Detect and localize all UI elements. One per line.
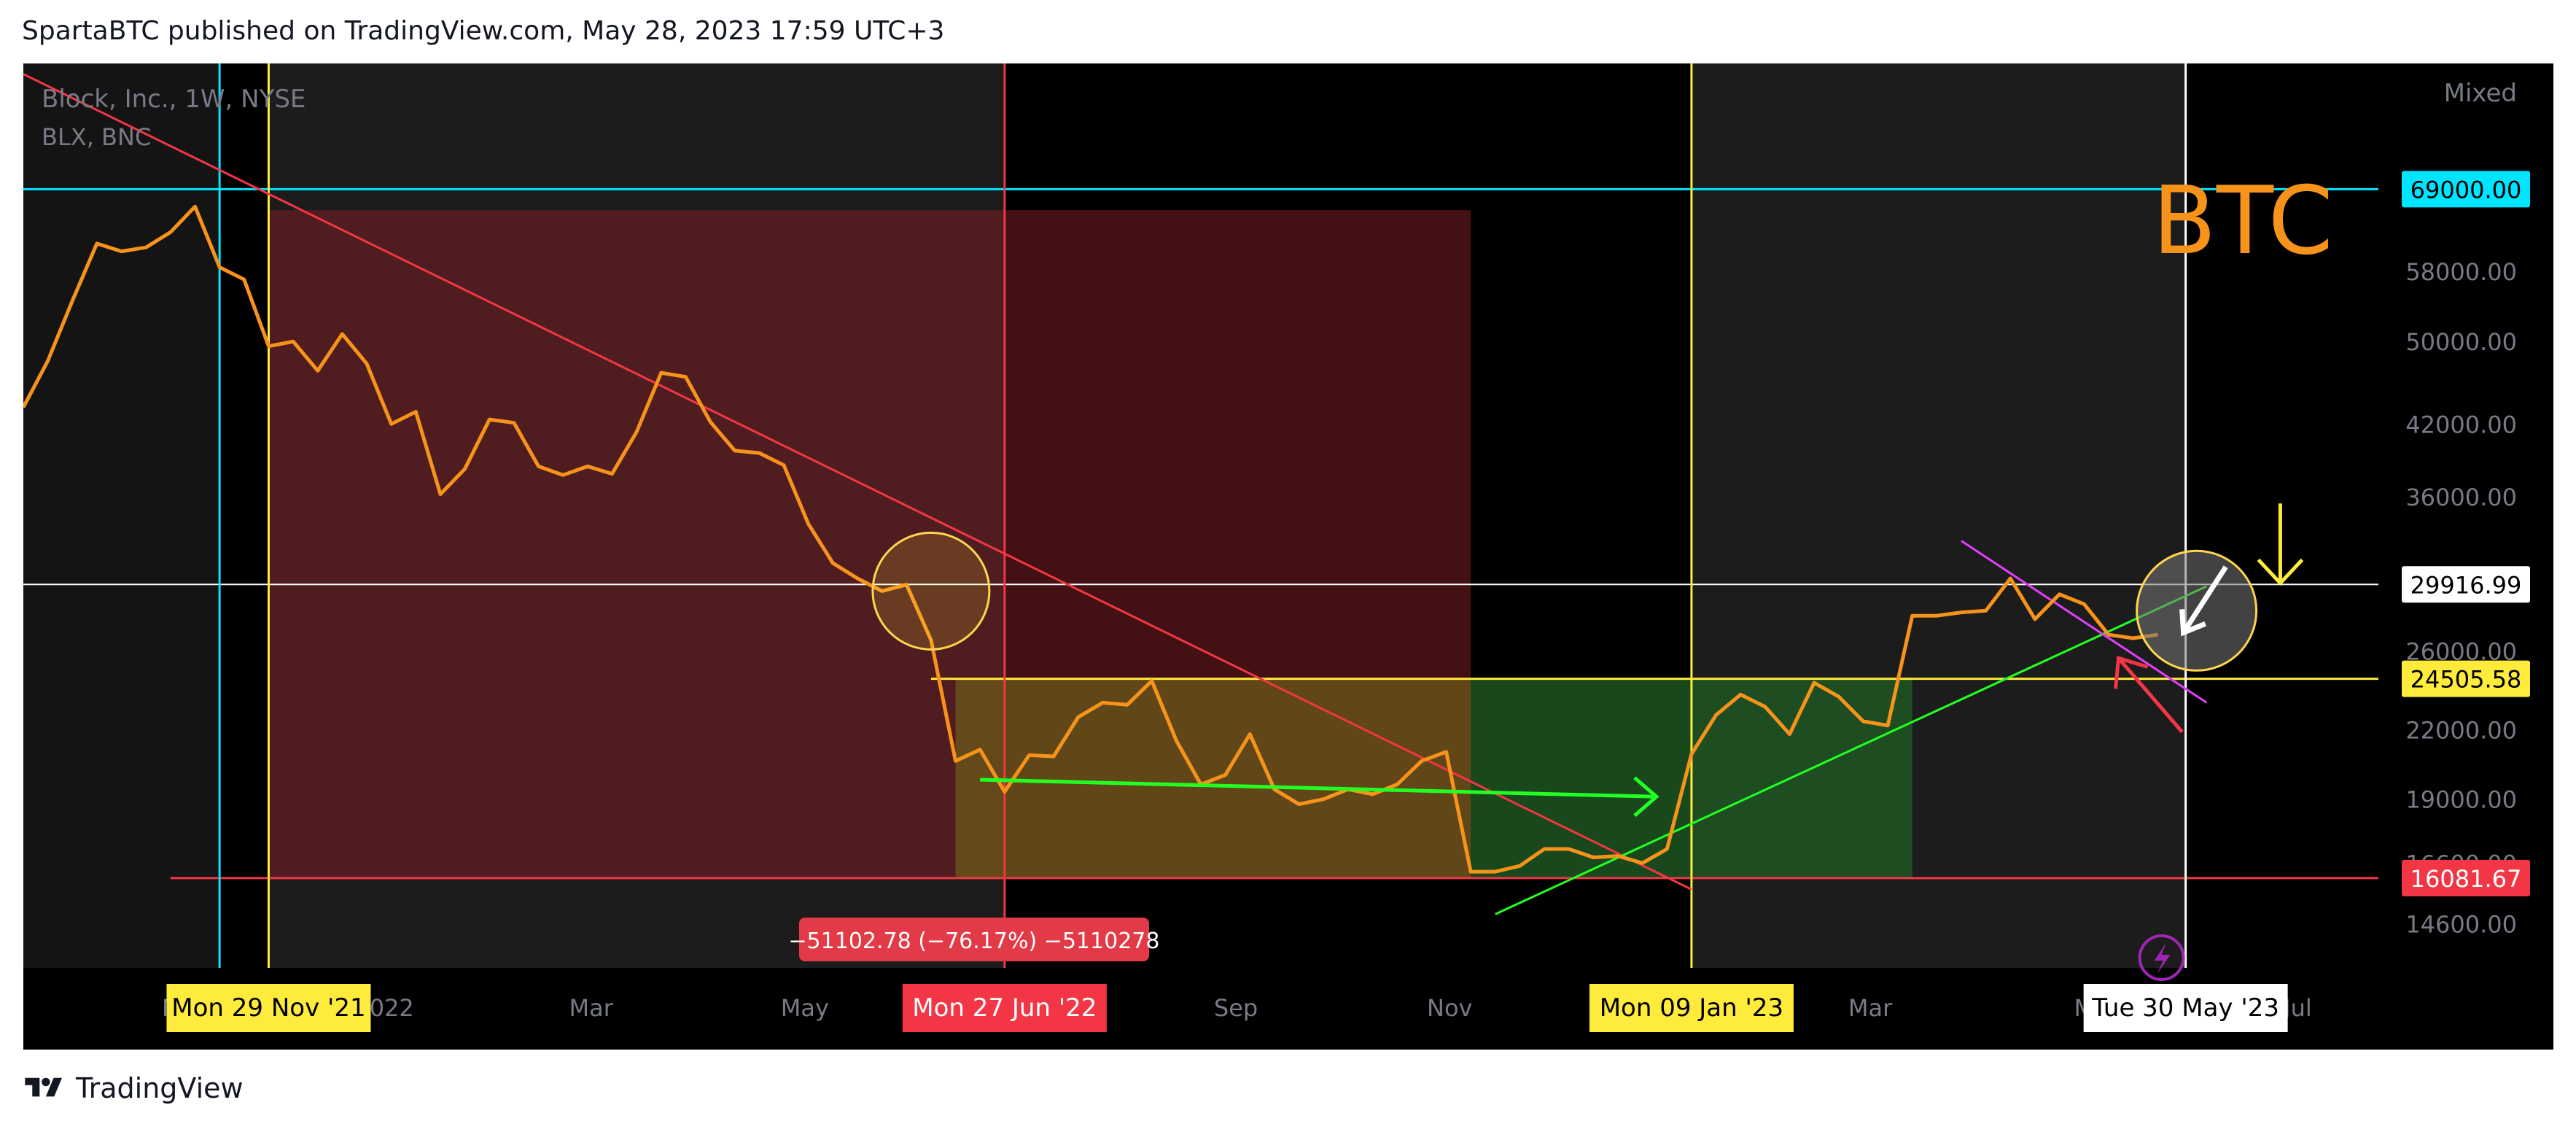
- scale-mode-label: Mixed: [2444, 79, 2517, 108]
- measure-label: −51102.78 (−76.17%) −5110278: [788, 929, 1159, 954]
- x-tick-label: Mar: [1848, 994, 1893, 1022]
- downtrend-line: [23, 73, 1692, 891]
- arrow-head-icon: [1633, 776, 1659, 818]
- breakdown-circle: [871, 531, 991, 651]
- lightning-icon: [2138, 934, 2185, 981]
- chart-frame[interactable]: Block, Inc., 1W, NYSE BLX, BNC BTC −51102.7…: [23, 63, 2553, 1050]
- date-label-box: [1589, 984, 1794, 1032]
- uptrend-line: [1495, 585, 2208, 915]
- y-tick-label: 36000.00: [2405, 484, 2517, 511]
- y-tick-label: 50000.00: [2405, 328, 2517, 356]
- price-chart[interactable]: Block, Inc., 1W, NYSE BLX, BNC BTC −51102.7…: [23, 63, 2553, 1050]
- price-label-box: [2402, 859, 2530, 896]
- x-tick-label: Nov: [1427, 994, 1472, 1022]
- lightning-bolt-icon: [2154, 943, 2171, 974]
- date-label-box: [2083, 984, 2288, 1032]
- published-caption: SpartaBTC published on TradingView.com, …: [22, 16, 945, 46]
- white-arrow-head-icon: [2179, 609, 2206, 637]
- price-label: 16081.67: [2410, 865, 2522, 893]
- symbol-title: Block, Inc., 1W, NYSE: [42, 85, 306, 114]
- date-label-box: [166, 984, 371, 1032]
- date-label: Mon 27 Jun '22: [912, 993, 1097, 1023]
- btc-watermark: BTC: [2152, 167, 2333, 276]
- white-arrow-icon: [2181, 565, 2228, 635]
- price-label: 69000.00: [2410, 176, 2522, 203]
- date-label: Mon 09 Jan '23: [1600, 993, 1783, 1023]
- range-shade: [23, 63, 220, 968]
- y-tick-label: 22000.00: [2405, 717, 2517, 745]
- price-label: 24505.58: [2410, 666, 2522, 694]
- price-label-box: [2402, 660, 2530, 697]
- tradingview-logo-icon: [25, 1077, 62, 1097]
- price-label: 29916.99: [2410, 571, 2522, 599]
- y-tick-label: 42000.00: [2405, 411, 2517, 438]
- x-tick-label: Sep: [1214, 994, 1258, 1022]
- date-label-box: [902, 984, 1107, 1032]
- symbol-subtitle: BLX, BNC: [42, 123, 151, 151]
- x-tick-label: May: [781, 994, 829, 1022]
- brand-name: TradingView: [76, 1072, 244, 1104]
- yellow-arrow-head-icon: [2257, 558, 2304, 586]
- y-tick-label: 19000.00: [2405, 786, 2517, 814]
- x-tick-label: Mar: [569, 994, 613, 1022]
- y-tick-label: 58000.00: [2405, 258, 2517, 286]
- price-series-line: [23, 204, 2158, 874]
- measure-box: [798, 918, 1149, 961]
- red-up-arrow-icon: [2117, 656, 2184, 734]
- footer: TradingView: [22, 1072, 244, 1104]
- date-label: Mon 29 Nov '21: [171, 993, 365, 1023]
- price-label-box: [2402, 171, 2530, 208]
- y-tick-label: 14600.00: [2405, 911, 2517, 939]
- price-label-box: [2402, 566, 2530, 603]
- range-arrow-icon: [980, 778, 1657, 799]
- wedge-resistance-line: [1961, 540, 2208, 704]
- date-label: Tue 30 May '23: [2091, 993, 2279, 1023]
- red-arrow-head-icon: [2114, 656, 2149, 689]
